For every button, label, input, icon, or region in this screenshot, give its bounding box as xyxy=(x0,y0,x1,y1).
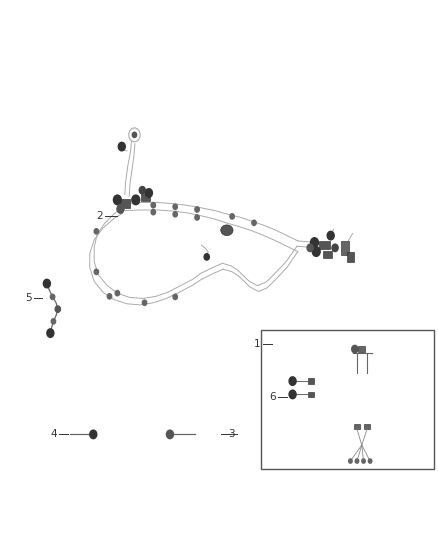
Circle shape xyxy=(132,195,140,205)
Circle shape xyxy=(362,459,365,463)
Circle shape xyxy=(332,244,338,252)
Circle shape xyxy=(352,345,358,353)
Circle shape xyxy=(204,254,209,260)
Circle shape xyxy=(145,189,152,197)
Bar xyxy=(261,330,434,469)
Circle shape xyxy=(107,294,112,299)
Circle shape xyxy=(289,390,296,399)
Circle shape xyxy=(307,244,313,252)
Bar xyxy=(354,424,360,429)
Circle shape xyxy=(55,306,60,312)
Circle shape xyxy=(355,459,359,463)
Circle shape xyxy=(166,430,173,439)
Circle shape xyxy=(113,195,121,205)
Bar xyxy=(364,424,370,429)
Circle shape xyxy=(311,238,318,247)
Bar xyxy=(307,378,314,384)
Circle shape xyxy=(142,300,147,305)
Circle shape xyxy=(195,207,199,212)
Bar xyxy=(347,252,354,262)
Circle shape xyxy=(327,231,334,240)
Circle shape xyxy=(151,209,155,215)
Bar xyxy=(307,392,314,397)
Circle shape xyxy=(118,142,125,151)
Bar xyxy=(323,251,332,258)
Circle shape xyxy=(90,430,97,439)
Circle shape xyxy=(289,377,296,385)
Bar xyxy=(319,241,330,249)
Circle shape xyxy=(51,319,56,324)
Circle shape xyxy=(173,212,177,217)
Circle shape xyxy=(47,329,54,337)
Bar xyxy=(341,241,349,254)
Circle shape xyxy=(312,247,320,256)
Circle shape xyxy=(115,290,120,296)
Text: 6: 6 xyxy=(269,392,276,402)
Circle shape xyxy=(151,203,155,208)
Circle shape xyxy=(139,187,145,194)
Circle shape xyxy=(132,132,137,138)
Circle shape xyxy=(230,214,234,219)
Circle shape xyxy=(94,269,99,274)
Text: 1: 1 xyxy=(254,339,261,349)
Bar xyxy=(141,193,150,200)
Circle shape xyxy=(173,294,177,300)
Bar xyxy=(358,346,365,352)
Circle shape xyxy=(349,459,352,463)
Circle shape xyxy=(117,205,124,213)
Circle shape xyxy=(195,215,199,220)
Ellipse shape xyxy=(221,225,233,236)
Text: 2: 2 xyxy=(96,211,103,221)
Text: 3: 3 xyxy=(228,430,234,439)
Circle shape xyxy=(252,220,256,225)
Circle shape xyxy=(173,204,177,209)
Circle shape xyxy=(43,279,50,288)
Circle shape xyxy=(94,229,99,234)
Circle shape xyxy=(50,294,55,300)
Circle shape xyxy=(368,459,372,463)
Text: 4: 4 xyxy=(50,430,57,439)
Text: 5: 5 xyxy=(25,294,32,303)
Bar xyxy=(120,199,130,208)
